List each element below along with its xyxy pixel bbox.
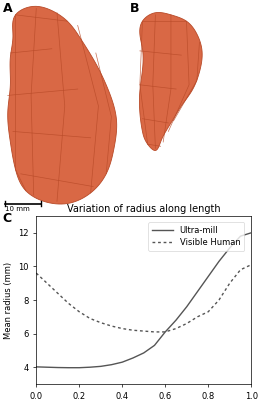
Ultra-mill (67, 365, 70, 370)
Visible Human (217, 298, 220, 302)
Visible Human (207, 309, 210, 314)
Polygon shape (8, 6, 117, 204)
Visible Human (35, 271, 38, 276)
Ultra-mill (78, 365, 81, 370)
Visible Human (67, 301, 70, 306)
Ultra-mill (217, 259, 220, 264)
Ultra-mill (175, 318, 178, 322)
Y-axis label: Mean radius (mm): Mean radius (mm) (4, 262, 13, 338)
Visible Human (56, 291, 59, 296)
Visible Human (239, 267, 242, 272)
Line: Ultra-mill: Ultra-mill (36, 233, 251, 368)
Ultra-mill (196, 289, 199, 294)
Title: Variation of radius along length: Variation of radius along length (67, 204, 221, 214)
Visible Human (110, 324, 113, 328)
Line: Visible Human: Visible Human (36, 265, 251, 332)
Visible Human (228, 281, 231, 286)
Visible Human (131, 328, 135, 333)
Text: B: B (130, 2, 139, 15)
Visible Human (78, 309, 81, 314)
Visible Human (142, 329, 145, 334)
Ultra-mill (153, 343, 156, 348)
Visible Human (88, 316, 92, 321)
Legend: Ultra-mill, Visible Human: Ultra-mill, Visible Human (148, 222, 244, 251)
Visible Human (153, 330, 156, 334)
Visible Human (46, 281, 49, 286)
Text: A: A (3, 2, 12, 15)
Ultra-mill (121, 360, 124, 364)
Ultra-mill (185, 304, 188, 309)
Ultra-mill (56, 365, 59, 370)
Visible Human (175, 326, 178, 331)
Text: 10 mm: 10 mm (5, 206, 30, 212)
Ultra-mill (88, 365, 92, 370)
Ultra-mill (35, 364, 38, 369)
Ultra-mill (164, 330, 167, 334)
Visible Human (164, 330, 167, 334)
Ultra-mill (228, 246, 231, 250)
Visible Human (185, 321, 188, 326)
Ultra-mill (99, 364, 102, 369)
Text: C: C (3, 212, 12, 225)
Ultra-mill (46, 365, 49, 370)
Ultra-mill (239, 234, 242, 238)
Visible Human (250, 262, 253, 267)
Ultra-mill (250, 230, 253, 235)
Ultra-mill (207, 274, 210, 279)
Ultra-mill (142, 350, 145, 355)
Visible Human (121, 326, 124, 331)
Visible Human (196, 314, 199, 319)
Visible Human (99, 320, 102, 325)
Ultra-mill (110, 362, 113, 367)
Polygon shape (139, 12, 202, 150)
Ultra-mill (131, 356, 135, 360)
